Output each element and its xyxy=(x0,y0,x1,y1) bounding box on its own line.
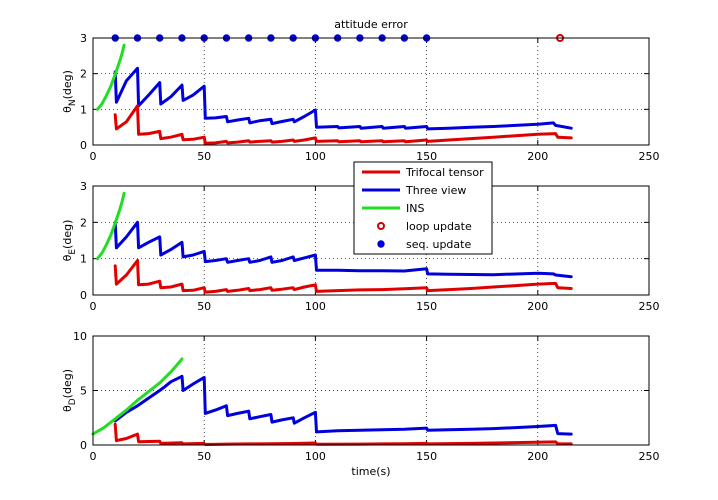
y-tick-label: 2 xyxy=(80,68,87,81)
x-tick-label: 250 xyxy=(639,150,660,163)
legend-marker-seq-update xyxy=(377,240,385,248)
y-axis-label: θN(deg) xyxy=(61,70,78,113)
subplot-3: 0 50 100 150 200 250 0 5 10 θD(deg) xyxy=(61,330,660,463)
y-axis-label-unit: (deg) xyxy=(61,70,74,99)
y-axis-label-symbol: θ xyxy=(61,106,74,113)
y-axis-label: θD(deg) xyxy=(61,369,78,412)
x-axis-label: time(s) xyxy=(351,465,390,478)
series-line-ins xyxy=(95,43,126,111)
x-tick-label: 100 xyxy=(305,150,326,163)
series-line-trifocal xyxy=(113,422,573,446)
x-tick-label: 200 xyxy=(527,150,548,163)
y-tick-label: 0 xyxy=(80,289,87,302)
x-tick-label: 0 xyxy=(90,300,97,313)
y-tick-label: 0 xyxy=(80,439,87,452)
y-tick-label: 5 xyxy=(80,385,87,398)
legend-label-three-view: Three view xyxy=(405,184,466,197)
y-tick-label: 3 xyxy=(80,180,87,193)
series-line-trifocal xyxy=(113,259,573,294)
y-tick-label: 2 xyxy=(80,216,87,229)
x-tick-label: 250 xyxy=(639,300,660,313)
y-axis-label-unit: (deg) xyxy=(61,369,74,398)
x-tick-label: 150 xyxy=(416,300,437,313)
axes-frame xyxy=(92,335,650,446)
axes-frame xyxy=(92,37,650,146)
x-tick-label: 0 xyxy=(90,150,97,163)
x-tick-label: 0 xyxy=(90,450,97,463)
legend-label-loop-update: loop update xyxy=(406,220,472,233)
series-line-trifocal xyxy=(113,104,573,145)
x-tick-label: 150 xyxy=(416,450,437,463)
series-line-ins xyxy=(95,191,126,261)
y-tick-label: 1 xyxy=(80,103,87,116)
x-tick-label: 50 xyxy=(197,450,211,463)
x-tick-label: 150 xyxy=(416,150,437,163)
subplot-1: 0 50 100 150 200 250 0 1 2 3 θN(deg) xyxy=(61,32,660,163)
legend: Trifocal tensor Three view INS loop upda… xyxy=(353,161,493,255)
y-axis-label-symbol: θ xyxy=(61,405,74,412)
y-axis-label-subscript: E xyxy=(68,249,78,255)
y-tick-label: 1 xyxy=(80,253,87,266)
x-tick-label: 50 xyxy=(197,300,211,313)
x-tick-label: 100 xyxy=(305,450,326,463)
y-axis-label: θE(deg) xyxy=(61,220,78,262)
legend-label-seq-update: seq. update xyxy=(406,238,471,251)
series-line-three xyxy=(113,374,573,436)
y-tick-label: 10 xyxy=(73,330,87,343)
x-tick-label: 100 xyxy=(305,300,326,313)
legend-label-ins: INS xyxy=(406,202,424,215)
y-axis-label-unit: (deg) xyxy=(61,220,74,249)
x-tick-label: 200 xyxy=(527,450,548,463)
y-axis-label-symbol: θ xyxy=(61,254,74,261)
y-tick-label: 0 xyxy=(80,139,87,152)
x-tick-label: 250 xyxy=(639,450,660,463)
x-tick-label: 200 xyxy=(527,300,548,313)
y-axis-label-subscript: D xyxy=(68,398,78,405)
legend-marker-loop-update xyxy=(377,222,385,230)
chart-title: attitude error xyxy=(334,18,408,31)
series-line-ins xyxy=(91,357,184,436)
y-axis-label-subscript: N xyxy=(68,99,78,106)
series-line-three xyxy=(113,220,573,279)
series-line-three xyxy=(113,66,573,131)
legend-label-trifocal-tensor: Trifocal tensor xyxy=(405,166,484,179)
x-tick-label: 50 xyxy=(197,150,211,163)
y-tick-label: 3 xyxy=(80,32,87,45)
